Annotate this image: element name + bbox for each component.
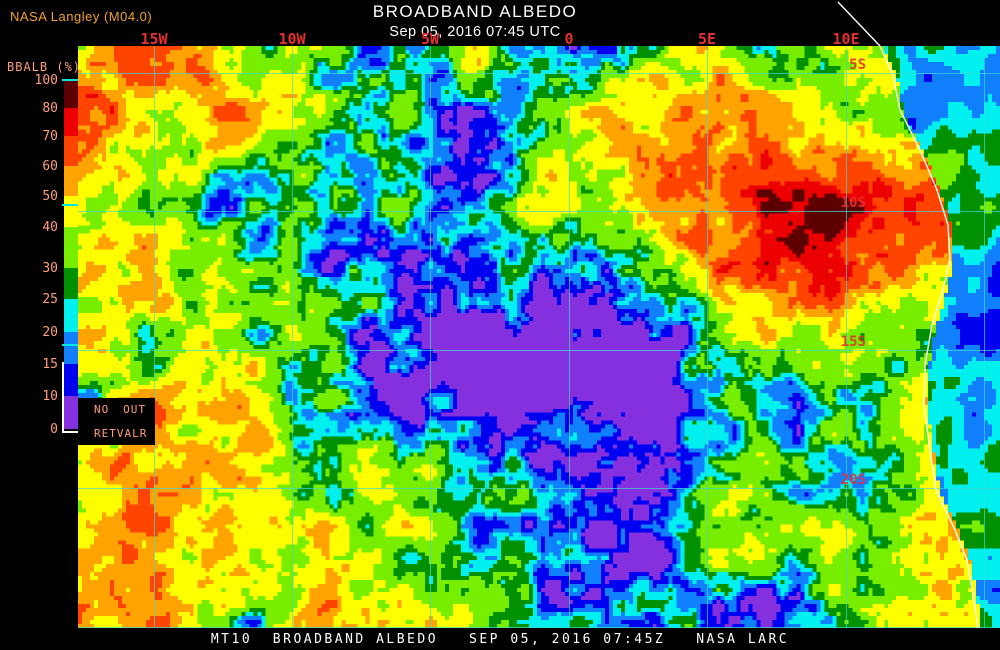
colorbar-band-40-50 <box>64 196 79 227</box>
flag-legend-row: NO OUT <box>78 403 155 416</box>
lon-gridline-10W <box>292 46 293 628</box>
colorbar-band-15-20 <box>64 332 79 364</box>
colorbar-band-80-100 <box>64 80 79 108</box>
colorbar-band-20-25 <box>64 299 79 332</box>
colorbar-tick-100: 100 <box>34 73 58 88</box>
flag-label-ret: RET <box>94 426 117 440</box>
lon-gridline-15W <box>154 46 155 628</box>
lat-gridline-15S <box>78 350 1000 351</box>
lon-label-10E: 10E <box>832 30 860 48</box>
colorbar-tick-60: 60 <box>42 159 58 174</box>
flag-label-no: NO <box>94 403 110 417</box>
lon-label-0: 0 <box>564 30 574 48</box>
colorbar-tick-30: 30 <box>42 261 58 276</box>
lon-gridline-edge <box>984 46 985 628</box>
lat-gridline-20S <box>78 488 1000 489</box>
colorbar-marker-18 <box>62 343 85 346</box>
colorbar-marker-100 <box>62 79 85 81</box>
lon-label-5E: 5E <box>697 30 717 48</box>
colorbar-tick-80: 80 <box>42 101 58 116</box>
colorbar-tick-0: 0 <box>50 422 58 437</box>
source-version-label: NASA Langley (M04.0) <box>10 9 153 24</box>
lat-gridline-5S <box>78 73 1000 74</box>
lon-gridline-5W <box>430 46 431 628</box>
colorbar-band-70-80 <box>64 108 79 136</box>
lat-gridline-10S <box>78 211 1000 212</box>
lon-label-15W: 15W <box>140 30 168 48</box>
colorbar-marker-47 <box>62 204 85 207</box>
page-title: BROADBAND ALBEDO <box>372 2 578 21</box>
colorbar-band-25-30 <box>64 268 79 299</box>
lat-label-5S: 5S <box>849 57 866 73</box>
lat-gridline-edge <box>78 627 1000 628</box>
colorbar-tick-50: 50 <box>42 189 58 204</box>
footer-bar: MT10 BROADBAND ALBEDO SEP 05, 2016 07:45… <box>0 628 1000 650</box>
timestamp-subtitle: Sep 05, 2016 07:45 UTC <box>389 24 561 40</box>
lat-label-20S: 20S <box>840 472 866 488</box>
footer-status-text: MT10 BROADBAND ALBEDO SEP 05, 2016 07:45… <box>210 631 790 647</box>
title-block: BROADBAND ALBEDO Sep 05, 2016 07:45 UTC <box>0 2 950 40</box>
colorbar-tick-15: 15 <box>42 357 58 372</box>
lat-label-15S: 15S <box>840 334 866 350</box>
lat-label-10S: 10S <box>840 195 866 211</box>
colorbar-band-30-40 <box>64 227 79 268</box>
colorbar-tick-70: 70 <box>42 129 58 144</box>
colorbar-title: BBALB (%) <box>7 60 82 74</box>
colorbar-tick-20: 20 <box>42 325 58 340</box>
lon-gridline-0 <box>569 46 570 628</box>
flag-label-out: OUT <box>123 403 146 417</box>
lon-gridline-5E <box>707 46 708 628</box>
lon-label-5W: 5W <box>420 30 440 48</box>
colorbar-frame-left <box>62 362 82 433</box>
colorbar-tick-25: 25 <box>42 292 58 307</box>
flag-legend-box: NO OUT RET VALR <box>78 398 155 445</box>
flag-legend-row: RET VALR <box>78 427 155 440</box>
colorbar-band-10-15 <box>64 364 79 396</box>
flag-label-valr: VALR <box>116 426 148 440</box>
colorbar-band-50-60 <box>64 166 79 196</box>
lon-label-10W: 10W <box>278 30 306 48</box>
colorbar-band-0-10 <box>64 396 79 429</box>
colorbar-band-60-70 <box>64 136 79 166</box>
colorbar-tick-10: 10 <box>42 389 58 404</box>
colorbar-tick-40: 40 <box>42 220 58 235</box>
